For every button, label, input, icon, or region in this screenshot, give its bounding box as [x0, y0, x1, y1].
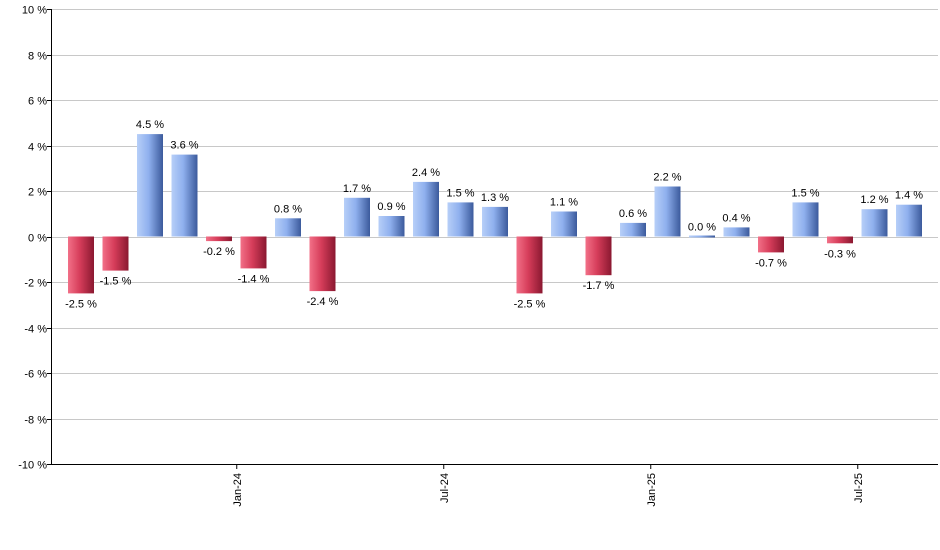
data-label: 1.7 % — [343, 183, 371, 195]
data-label: 1.4 % — [895, 190, 923, 202]
data-label: -1.7 % — [583, 280, 615, 292]
y-tick-label: 0 % — [28, 233, 47, 245]
bar — [378, 216, 405, 237]
data-label: 0.8 % — [274, 203, 302, 215]
y-axis-ticks: -10 % -8 % -6 % -4 % -2 % 0 % 2 % 4 % 6 % 8 % 10 % — [18, 5, 51, 472]
data-label: 2.2 % — [653, 172, 681, 184]
bar — [275, 218, 301, 237]
data-label: 0.0 % — [688, 222, 716, 234]
axes — [51, 9, 938, 465]
data-labels: -2.5 %-1.5 %4.5 %3.6 %-0.2 %-1.4 %0.8 %-… — [65, 119, 923, 310]
data-label: -1.5 % — [100, 276, 132, 288]
bar — [861, 209, 888, 237]
x-axis-ticks: Jan-24 Jul-24 Jan-25 Jul-25 — [232, 464, 865, 507]
y-tick-label: -6 % — [24, 369, 47, 381]
bar — [896, 204, 922, 237]
bar — [723, 227, 750, 237]
data-label: -0.2 % — [203, 246, 235, 258]
bar — [827, 236, 853, 244]
bar — [171, 154, 198, 237]
y-tick-label: 6 % — [28, 96, 47, 108]
bar — [620, 222, 646, 237]
data-label: 2.4 % — [412, 167, 440, 179]
data-label: 1.5 % — [446, 187, 474, 199]
data-label: -0.7 % — [755, 257, 787, 269]
y-tick-label: 10 % — [22, 5, 47, 17]
data-label: 1.2 % — [860, 194, 888, 206]
bar — [447, 202, 474, 237]
bar — [240, 236, 267, 269]
bar — [68, 236, 94, 294]
data-label: 1.1 % — [550, 197, 578, 209]
x-tick-label: Jan-25 — [646, 473, 658, 507]
grid-lines — [51, 9, 938, 465]
y-tick-label: 8 % — [28, 51, 47, 63]
data-label: 0.6 % — [619, 208, 647, 220]
x-tick-label: Jul-25 — [853, 473, 865, 503]
bar — [792, 202, 819, 237]
bar — [689, 235, 715, 238]
y-tick-label: -2 % — [24, 278, 47, 290]
bar — [413, 181, 439, 237]
data-label: -2.5 % — [65, 298, 97, 310]
y-tick-label: -8 % — [24, 415, 47, 427]
y-tick-label: -10 % — [18, 460, 47, 472]
data-label: 0.9 % — [377, 201, 405, 213]
data-label: -0.3 % — [824, 248, 856, 260]
bar — [344, 197, 370, 237]
data-label: 1.3 % — [481, 192, 509, 204]
bar — [137, 134, 163, 237]
data-label: 4.5 % — [136, 119, 164, 131]
data-label: 3.6 % — [170, 140, 198, 152]
bar — [102, 236, 129, 271]
x-tick-label: Jan-24 — [232, 473, 244, 507]
bar — [516, 236, 543, 294]
data-label: 1.5 % — [791, 187, 819, 199]
y-tick-label: 2 % — [28, 187, 47, 199]
bar — [482, 206, 508, 237]
y-tick-label: 4 % — [28, 142, 47, 154]
bar — [585, 236, 612, 276]
bar — [654, 186, 681, 237]
y-tick-label: -4 % — [24, 324, 47, 336]
bar — [551, 211, 577, 237]
bars — [68, 134, 922, 294]
data-label: 0.4 % — [722, 212, 750, 224]
data-label: -2.4 % — [307, 296, 339, 308]
data-label: -2.5 % — [514, 298, 546, 310]
data-label: -1.4 % — [238, 273, 270, 285]
bar — [309, 236, 336, 292]
x-tick-label: Jul-24 — [439, 473, 451, 503]
bar — [758, 236, 784, 253]
bar — [206, 236, 232, 242]
